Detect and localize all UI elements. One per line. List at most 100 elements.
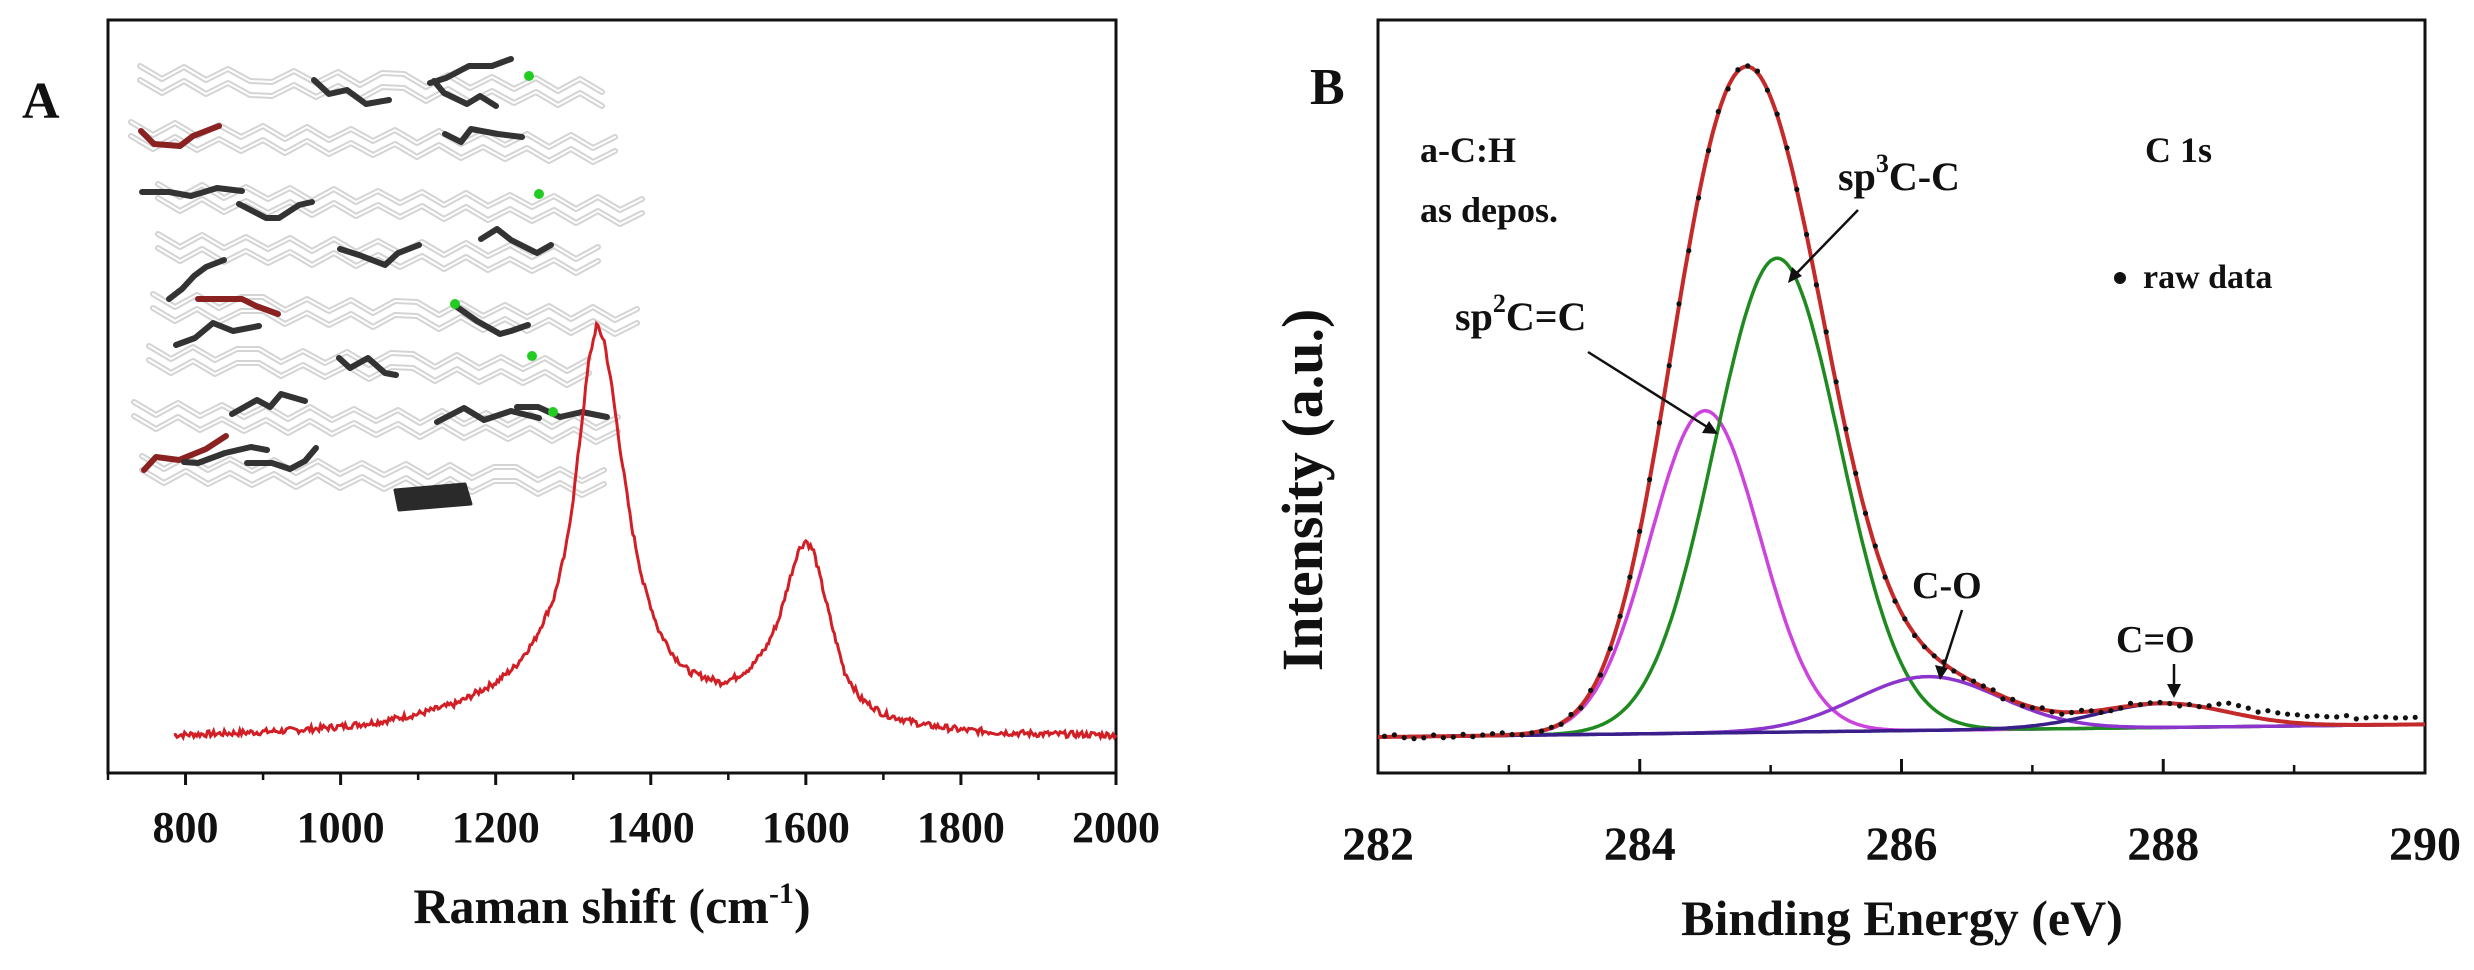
molecule-functional-group — [181, 444, 270, 466]
molecule-atom — [548, 407, 558, 417]
panel-a-x-tick-label: 1200 — [452, 803, 540, 852]
sp2-component-curve — [1378, 408, 2425, 739]
raw-data-point — [1833, 379, 1839, 385]
molecule-functional-group — [337, 242, 422, 268]
raw-data-point — [2177, 703, 2183, 709]
molecule-functional-group — [138, 123, 222, 149]
raw-data-point — [1509, 731, 1515, 738]
molecule-dark-ring — [393, 482, 473, 512]
panel-a-x-axis: 800 1000 1200 1400 1600 1800 2000 — [106, 773, 1160, 852]
raw-data-point — [1686, 248, 1692, 254]
molecule-functional-group — [244, 445, 319, 472]
panel-a-xlabel: Raman shift (cm-1) — [413, 877, 810, 934]
raw-data-point — [1617, 613, 1623, 619]
raw-data-point — [2088, 708, 2094, 714]
raw-data-point — [2235, 703, 2242, 709]
raw-data-point — [1666, 363, 1672, 369]
raw-data-point — [1764, 87, 1770, 93]
panel-a-frame — [106, 18, 1118, 775]
molecule-functional-group — [442, 126, 525, 145]
molecule-layer-highlight — [130, 135, 616, 163]
molecule-functional-group — [514, 404, 610, 420]
molecule-layer-highlight — [141, 469, 605, 496]
sp2-peak-pointer — [1587, 350, 1713, 432]
raw-data-point — [1421, 735, 1427, 741]
raw-data-point — [2373, 714, 2379, 720]
raw-data-point — [1401, 735, 1407, 741]
raw-data-point — [1597, 672, 1604, 678]
panel-a-x-tick-label: 1400 — [607, 803, 695, 852]
raw-data-point — [2265, 708, 2271, 714]
raw-data-point — [1725, 86, 1731, 92]
raw-data-point — [1705, 148, 1712, 154]
c-eq-o-peak-label: C=O — [2116, 619, 2195, 661]
molecule-layer-highlight — [139, 79, 603, 107]
raw-data-point — [1784, 145, 1790, 151]
raw-data-point — [1431, 732, 1437, 738]
raw-data-point — [1823, 329, 1829, 335]
raw-data-point — [1696, 195, 1702, 201]
sp3-peak-arrowhead — [1788, 267, 1802, 283]
raw-data-point — [1381, 733, 1388, 739]
raw-data-point — [2039, 705, 2045, 711]
molecule-functional-group — [454, 304, 531, 337]
panel-b-x-tick-label: 286 — [1866, 818, 1938, 871]
raw-data-point — [2069, 709, 2075, 716]
raw-data-point — [2186, 701, 2192, 708]
raw-data-point — [1627, 574, 1633, 580]
molecule-atom — [534, 189, 544, 199]
c-eq-o-peak-arrowhead — [2167, 684, 2181, 698]
raw-data-point — [1539, 728, 1545, 734]
raw-data-point — [1745, 63, 1751, 69]
molecule-functional-group — [166, 257, 227, 302]
raw-data-point — [1460, 731, 1466, 738]
raw-data-point — [1754, 68, 1761, 74]
panel-b-x-tick-label: 282 — [1342, 818, 1414, 871]
molecule-functional-group — [434, 405, 542, 425]
raw-data-point — [1558, 721, 1564, 727]
raw-data-point — [2324, 714, 2330, 720]
raw-data-point — [2098, 709, 2104, 716]
panel-a-x-tick-label: 1800 — [917, 803, 1005, 852]
sample-name-label: a-C:H — [1420, 130, 1516, 170]
panel-b-xlabel: Binding Energy (eV) — [1681, 890, 2123, 946]
raw-data-point — [1548, 724, 1554, 730]
panel-b-ylabel: Intensity (a.u.) — [1270, 309, 1335, 672]
panel-b: B Intensity (a.u.) a-C:H as depos. C 1s … — [1270, 18, 2461, 946]
molecule-layer-highlight — [148, 345, 590, 372]
sp3-peak-pointer — [1791, 209, 1859, 279]
raw-data-point — [2383, 714, 2389, 720]
raw-data-point — [2363, 715, 2369, 721]
raw-data-point — [2029, 705, 2035, 711]
raw-data-point — [2343, 713, 2350, 719]
molecule-functional-group — [173, 320, 262, 348]
sp2-peak-arrowhead — [1702, 421, 1718, 434]
molecule-layer-highlight — [152, 307, 638, 335]
raw-data-point — [1892, 598, 1898, 604]
raw-data-point — [1813, 282, 1819, 288]
raw-data-point — [1961, 675, 1967, 681]
co-peak-pointer — [1940, 609, 1964, 673]
raw-data-point — [2108, 708, 2114, 714]
molecule-functional-group — [141, 433, 229, 473]
raw-data-point — [1440, 735, 1446, 741]
molecule-functional-group — [195, 296, 281, 317]
panel-b-x-tick-label: 284 — [1604, 818, 1676, 871]
core-level-label: C 1s — [2145, 130, 2212, 170]
raw-data-point — [1450, 734, 1456, 740]
molecule-atom — [527, 351, 537, 361]
molecule-layer-highlight — [139, 65, 603, 93]
raw-data-point — [2000, 696, 2006, 702]
molecule-functional-group — [236, 199, 315, 221]
raw-data-point — [2226, 700, 2232, 706]
xps-raw-data-points — [1381, 63, 2418, 742]
raman-spectrum-line — [173, 320, 1118, 742]
raw-data-point — [2010, 696, 2016, 703]
raw-data-point — [1882, 574, 1888, 580]
raw-data-point — [1637, 528, 1643, 534]
molecular-structure-illustration — [128, 56, 645, 512]
raw-data-point — [1647, 476, 1653, 483]
raw-data-point — [2255, 709, 2261, 715]
raw-data-point — [1489, 731, 1496, 737]
